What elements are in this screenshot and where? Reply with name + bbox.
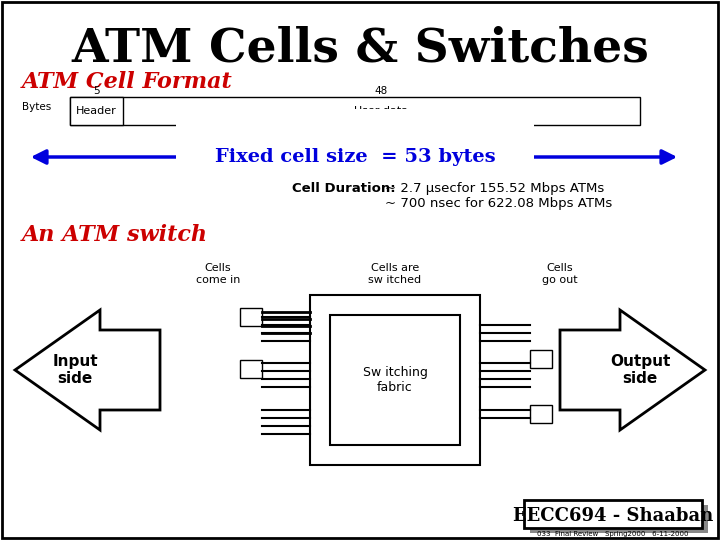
Bar bbox=[530, 350, 552, 368]
Bar bbox=[310, 295, 480, 465]
Text: Output
side: Output side bbox=[610, 354, 670, 386]
Text: ATM Cells & Switches: ATM Cells & Switches bbox=[71, 25, 649, 71]
Text: Cells
come in: Cells come in bbox=[196, 263, 240, 285]
Text: Cell Duration:: Cell Duration: bbox=[292, 182, 395, 195]
Bar bbox=[240, 308, 262, 326]
Text: Cells
go out: Cells go out bbox=[542, 263, 578, 285]
Bar bbox=[530, 505, 708, 533]
Bar bbox=[524, 500, 702, 528]
Text: Bytes: Bytes bbox=[22, 102, 51, 112]
Text: ~ 700 nsec for 622.08 Mbps ATMs: ~ 700 nsec for 622.08 Mbps ATMs bbox=[385, 197, 612, 210]
Text: ~ 2.7 μsecfor 155.52 Mbps ATMs: ~ 2.7 μsecfor 155.52 Mbps ATMs bbox=[385, 182, 604, 195]
Text: ATM Cell Format: ATM Cell Format bbox=[22, 71, 233, 93]
Text: Input
side: Input side bbox=[52, 354, 98, 386]
Bar bbox=[70, 97, 123, 125]
Polygon shape bbox=[15, 310, 160, 430]
Bar bbox=[330, 315, 460, 445]
Text: 033  Final Review   Spring2000   6-11-2000: 033 Final Review Spring2000 6-11-2000 bbox=[537, 531, 689, 537]
Text: An ATM switch: An ATM switch bbox=[22, 224, 208, 246]
Text: Header: Header bbox=[76, 106, 117, 116]
Text: EECC694 - Shaaban: EECC694 - Shaaban bbox=[513, 507, 713, 525]
Text: User data: User data bbox=[354, 106, 408, 116]
Bar bbox=[70, 97, 640, 125]
Text: 48: 48 bbox=[375, 86, 388, 96]
Polygon shape bbox=[560, 310, 705, 430]
Text: Sw itching
fabric: Sw itching fabric bbox=[363, 366, 428, 394]
Bar bbox=[240, 360, 262, 378]
Text: 5: 5 bbox=[93, 86, 100, 96]
Text: Cells are
sw itched: Cells are sw itched bbox=[369, 263, 422, 285]
Text: Fixed cell size  = 53 bytes: Fixed cell size = 53 bytes bbox=[215, 148, 495, 166]
Bar bbox=[530, 405, 552, 423]
